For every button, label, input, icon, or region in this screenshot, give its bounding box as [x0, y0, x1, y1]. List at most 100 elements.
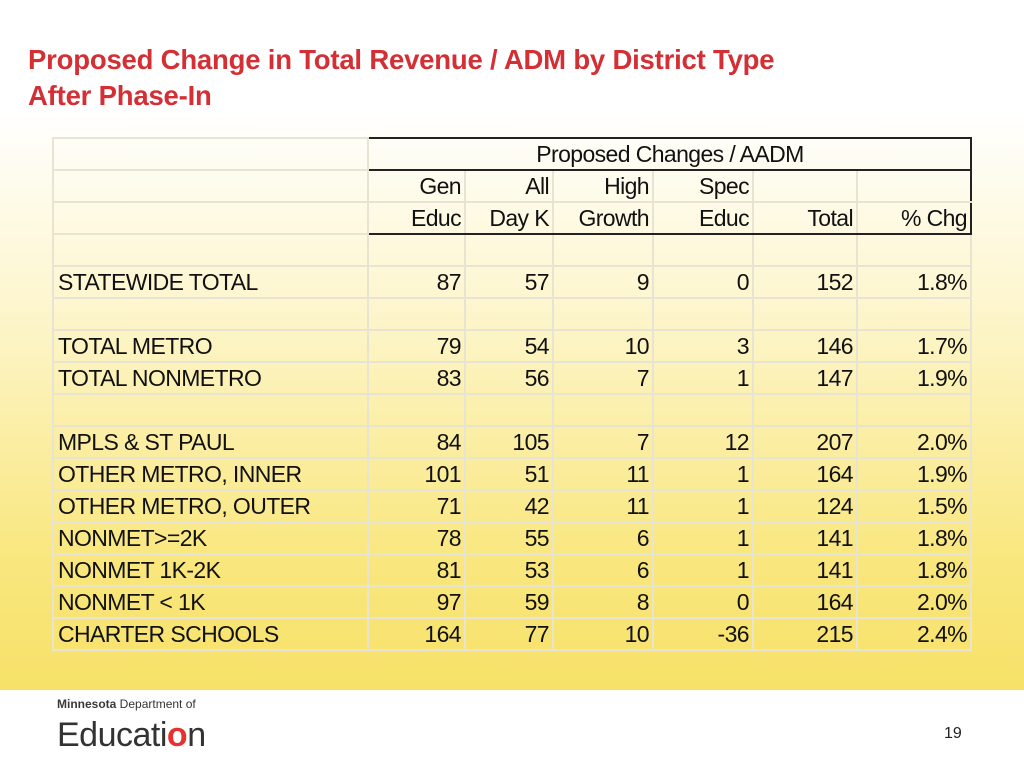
- column-header-top: All: [464, 169, 554, 203]
- row-value: 152: [752, 265, 858, 299]
- row-value: 215: [752, 617, 858, 651]
- row-value: 55: [464, 521, 554, 555]
- row-value: 1.9%: [856, 361, 972, 395]
- logo-word-o: o: [166, 716, 188, 754]
- table-row: STATEWIDE TOTAL 87 57 9 0 152 1.8%: [52, 265, 972, 299]
- blank-cell: [464, 393, 554, 427]
- row-value: 59: [464, 585, 554, 619]
- revenue-change-table: Proposed Changes / AADM Gen All High Spec Edu…: [52, 137, 972, 651]
- row-value: 77: [464, 617, 554, 651]
- row-value: 79: [367, 329, 466, 363]
- logo-org-line: Minnesota Department of: [57, 697, 206, 711]
- row-value: 101: [367, 457, 466, 491]
- row-value: 1.8%: [856, 265, 972, 299]
- slide-title-line-2: After Phase-In: [28, 80, 212, 111]
- row-label: NONMET < 1K: [52, 585, 369, 619]
- table-body: Proposed Changes / AADM Gen All High Spec Edu…: [52, 137, 972, 651]
- row-value: 10: [552, 617, 654, 651]
- row-value: 12: [652, 425, 754, 459]
- row-value: 53: [464, 553, 554, 587]
- blank-cell: [52, 201, 369, 235]
- row-value: 105: [464, 425, 554, 459]
- table-row: TOTAL METRO 79 54 10 3 146 1.7%: [52, 329, 972, 363]
- blank-cell: [464, 233, 554, 267]
- row-value: 146: [752, 329, 858, 363]
- logo-org-rest: Department of: [116, 697, 196, 711]
- row-label: TOTAL METRO: [52, 329, 369, 363]
- logo-org-bold: Minnesota: [57, 697, 117, 711]
- blank-cell: [652, 297, 754, 331]
- table-row: NONMET 1K-2K 81 53 6 1 141 1.8%: [52, 553, 972, 587]
- row-label: STATEWIDE TOTAL: [52, 265, 369, 299]
- footer-band: [0, 690, 1024, 768]
- row-value: 2.4%: [856, 617, 972, 651]
- row-value: 0: [652, 265, 754, 299]
- blank-cell: [52, 169, 369, 203]
- spacer-row: [52, 393, 972, 427]
- row-value: 78: [367, 521, 466, 555]
- table-row: NONMET < 1K 97 59 8 0 164 2.0%: [52, 585, 972, 619]
- row-value: 71: [367, 489, 466, 523]
- blank-cell: [856, 393, 972, 427]
- slide-title-line-1: Proposed Change in Total Revenue / ADM b…: [28, 44, 775, 75]
- table-row: OTHER METRO, INNER 101 51 11 1 164 1.9%: [52, 457, 972, 491]
- blank-cell: [856, 297, 972, 331]
- row-value: 3: [652, 329, 754, 363]
- row-value: 51: [464, 457, 554, 491]
- blank-cell: [652, 233, 754, 267]
- row-label: NONMET>=2K: [52, 521, 369, 555]
- table-row: NONMET>=2K 78 55 6 1 141 1.8%: [52, 521, 972, 555]
- row-value: 1: [652, 361, 754, 395]
- row-value: 54: [464, 329, 554, 363]
- row-value: 164: [752, 585, 858, 619]
- row-value: 1: [652, 553, 754, 587]
- row-label: OTHER METRO, INNER: [52, 457, 369, 491]
- blank-cell: [52, 297, 369, 331]
- blank-cell: [752, 393, 858, 427]
- spacer-row: [52, 297, 972, 331]
- column-header-top: [752, 169, 858, 203]
- logo-wordmark: Education: [57, 715, 206, 755]
- row-value: 1.5%: [856, 489, 972, 523]
- row-value: 10: [552, 329, 654, 363]
- row-value: 1.8%: [856, 553, 972, 587]
- row-value: 0: [652, 585, 754, 619]
- column-header-bottom: Total: [752, 201, 858, 235]
- spacer-row: [52, 233, 972, 267]
- table-row: TOTAL NONMETRO 83 56 7 1 147 1.9%: [52, 361, 972, 395]
- row-label: TOTAL NONMETRO: [52, 361, 369, 395]
- row-value: 141: [752, 521, 858, 555]
- row-value: 56: [464, 361, 554, 395]
- table-row: CHARTER SCHOOLS 164 77 10 -36 215 2.4%: [52, 617, 972, 651]
- logo-word-post: n: [187, 716, 206, 754]
- row-value: 8: [552, 585, 654, 619]
- blank-cell: [464, 297, 554, 331]
- row-value: 9: [552, 265, 654, 299]
- row-value: 42: [464, 489, 554, 523]
- row-value: 1: [652, 489, 754, 523]
- column-header-bottom: Educ: [652, 201, 754, 235]
- row-value: 207: [752, 425, 858, 459]
- row-value: 87: [367, 265, 466, 299]
- blank-cell: [367, 393, 466, 427]
- row-value: 11: [552, 489, 654, 523]
- row-value: 57: [464, 265, 554, 299]
- logo-word-pre: Educati: [57, 716, 167, 754]
- row-value: 1: [652, 457, 754, 491]
- column-header-bottom: Growth: [552, 201, 654, 235]
- row-value: 1: [652, 521, 754, 555]
- blank-cell: [52, 233, 369, 267]
- column-header-top: Spec: [652, 169, 754, 203]
- header-row-bottom: Educ Day K Growth Educ Total% Chg: [52, 201, 972, 235]
- column-header-top: [856, 169, 972, 203]
- row-value: 97: [367, 585, 466, 619]
- group-header: Proposed Changes / AADM: [367, 137, 972, 171]
- row-value: 164: [367, 617, 466, 651]
- header-row-group: Proposed Changes / AADM: [52, 137, 972, 171]
- blank-cell: [552, 233, 654, 267]
- row-value: 1.9%: [856, 457, 972, 491]
- row-value: 164: [752, 457, 858, 491]
- column-header-bottom: % Chg: [856, 201, 972, 235]
- slide-title: Proposed Change in Total Revenue / ADM b…: [28, 42, 775, 114]
- column-header-bottom: Educ: [367, 201, 466, 235]
